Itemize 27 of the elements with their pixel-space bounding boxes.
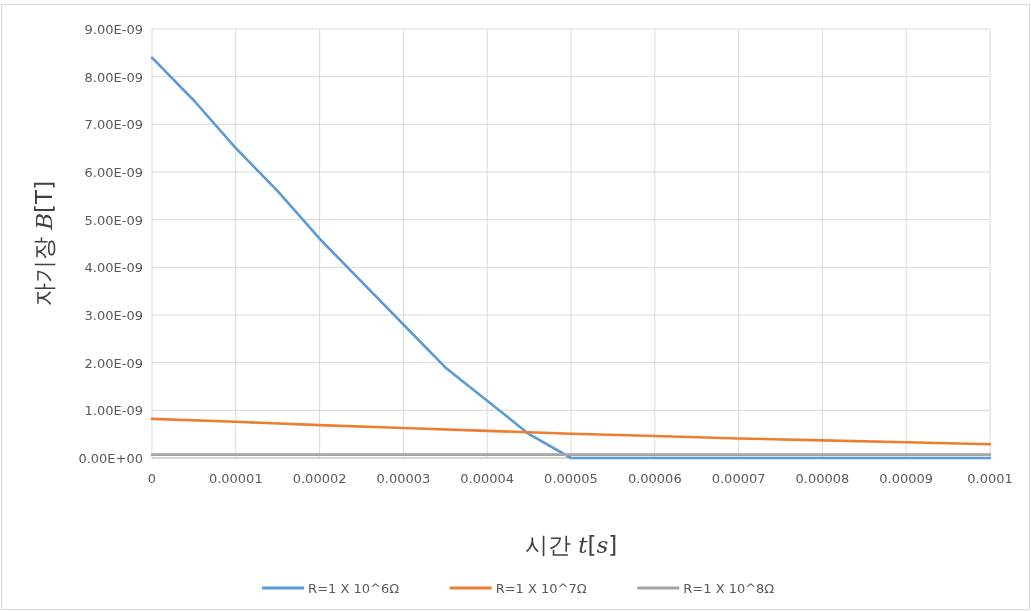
x-tick-label: 0 — [147, 471, 157, 486]
x-tick-label: 0.00008 — [795, 471, 850, 486]
x-tick-label: 0.00001 — [208, 471, 263, 486]
y-tick-label: 3.00E-09 — [84, 308, 143, 323]
x-tick-label: 0.00005 — [544, 471, 598, 486]
y-tick-label: 9.00E-09 — [84, 22, 143, 37]
y-tick-label: 7.00E-09 — [84, 117, 143, 133]
legend-label: R=1 X 10^6Ω — [308, 581, 400, 596]
y-tick-label: 4.00E-09 — [84, 260, 143, 276]
x-tick-label: 0.00007 — [711, 471, 766, 486]
y-tick-label: 2.00E-09 — [84, 355, 143, 371]
legend-label: R=1 X 10^8Ω — [683, 581, 775, 596]
y-tick-label: 6.00E-09 — [84, 165, 143, 180]
x-tick-label: 0.00009 — [879, 471, 934, 486]
x-tick-label: 0.0001 — [967, 471, 1013, 486]
y-tick-label: 0.00E+00 — [78, 451, 143, 466]
y-tick-label: 1.00E-09 — [84, 403, 143, 419]
x-tick-label: 0.00004 — [460, 471, 515, 486]
x-tick-label: 0.00006 — [627, 471, 682, 486]
y-tick-label: 8.00E-09 — [84, 69, 143, 85]
x-tick-label: 0.00002 — [292, 471, 347, 486]
y-axis-title: 자기장 B[T] — [31, 180, 57, 307]
legend-label: R=1 X 10^7Ω — [495, 581, 587, 596]
x-tick-label: 0.00003 — [376, 471, 431, 486]
x-axis-title: 시간 t[s] — [524, 532, 618, 558]
y-tick-label: 5.00E-09 — [84, 212, 143, 228]
line-series — [150, 417, 992, 446]
